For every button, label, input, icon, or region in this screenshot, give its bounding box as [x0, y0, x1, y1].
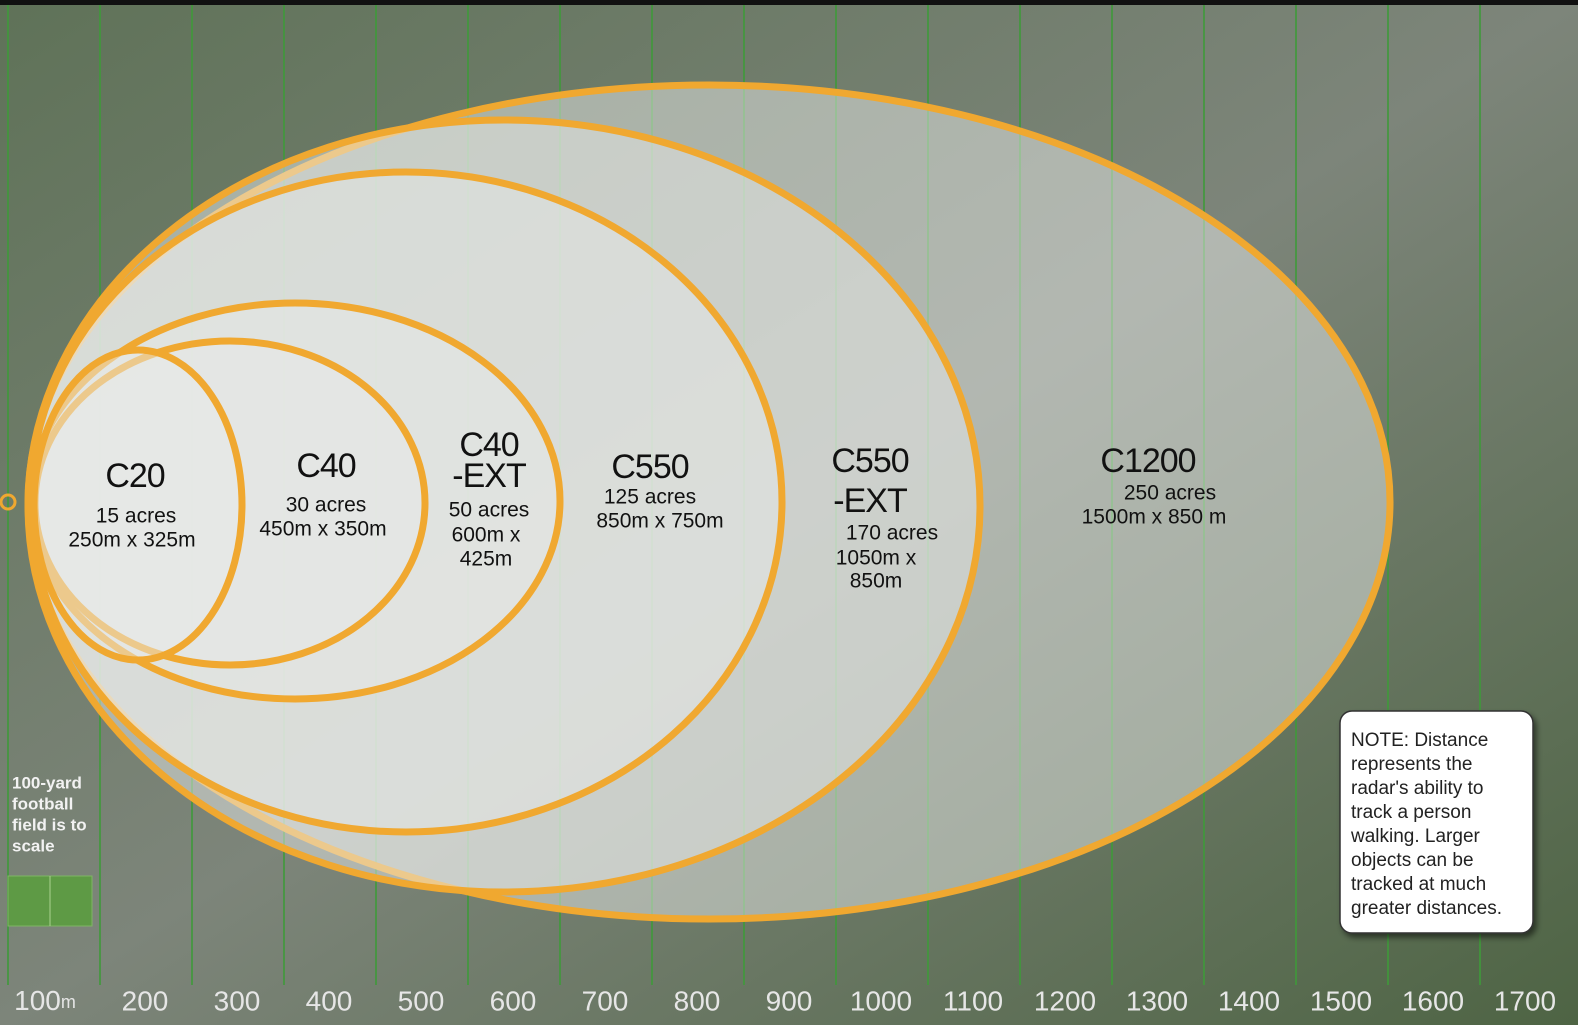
radar-name: C40	[459, 426, 518, 464]
scale-label: 1100	[943, 985, 1003, 1016]
note-line: objects can be	[1351, 850, 1474, 871]
scale-label: 1300	[1126, 985, 1188, 1016]
scale-label: 200	[122, 985, 169, 1016]
note-text: NOTE: Distance represents the radar's abil…	[1350, 730, 1502, 919]
scale-label: 300	[214, 985, 261, 1016]
radar-detail: 30 acres	[286, 494, 367, 517]
scale-label: 1500	[1310, 985, 1372, 1016]
radar-name: C20	[105, 457, 164, 495]
football-line: field is to	[12, 815, 87, 834]
radar-origin	[0, 493, 17, 511]
radar-name: C40	[296, 447, 355, 485]
football-line: scale	[12, 836, 55, 855]
radar-name: -EXT	[452, 457, 526, 495]
scale-number: 100	[14, 985, 61, 1016]
coverage-ellipse	[30, 346, 246, 664]
radar-detail: 1500m x 850 m	[1082, 506, 1227, 529]
scale-label: 1600	[1402, 985, 1464, 1016]
scale-label: 700	[582, 985, 629, 1016]
note-line: track a person	[1351, 802, 1471, 823]
note-box	[1339, 710, 1534, 934]
radar-name: C1200	[1100, 442, 1195, 480]
radar-name: C550	[831, 442, 908, 480]
top-bar	[0, 0, 1578, 5]
football-line: 100-yard	[12, 773, 82, 792]
radar-detail: 15 acres	[96, 505, 177, 528]
radar-detail: 850m x 750m	[596, 510, 723, 533]
radar-detail: 125 acres	[604, 486, 696, 509]
radar-detail: 50 acres	[449, 499, 530, 522]
radar-detail: 250 acres	[1124, 482, 1216, 505]
scale-label: 1700	[1494, 985, 1556, 1016]
football-line: football	[12, 794, 73, 813]
scale-label: 800	[674, 985, 721, 1016]
scale-label: 1400	[1218, 985, 1280, 1016]
radar-detail: 425m	[460, 548, 513, 571]
note-line: greater distances.	[1351, 898, 1502, 919]
radar-name: C550	[611, 448, 688, 486]
distance-scale: 100m 200 300 400 500 600 700 800 900 1000 1100 120…	[14, 985, 1556, 1016]
radar-detail: 600m x	[452, 524, 521, 547]
note-line: represents the	[1351, 754, 1472, 775]
football-label: 100-yard football field is to scale	[12, 773, 87, 855]
radar-detail: 850m	[850, 570, 903, 593]
scale-label: 100m	[14, 985, 76, 1016]
note-line: tracked at much	[1351, 874, 1486, 895]
note-line: radar's ability to	[1351, 778, 1483, 799]
scale-label: 1000	[850, 985, 912, 1016]
radar-detail: 170 acres	[846, 522, 938, 545]
radar-detail: 450m x 350m	[259, 518, 386, 541]
note-line: NOTE: Distance	[1351, 730, 1488, 751]
scale-label: 600	[490, 985, 537, 1016]
radar-detail: 1050m x	[836, 547, 917, 570]
note-line: walking. Larger	[1350, 826, 1481, 847]
coverage-areas	[24, 81, 1394, 923]
scale-label: 1200	[1034, 985, 1096, 1016]
radar-name: -EXT	[833, 482, 907, 520]
scale-unit: m	[61, 992, 76, 1012]
radar-detail: 250m x 325m	[68, 529, 195, 552]
scale-label: 400	[306, 985, 353, 1016]
scale-label: 900	[766, 985, 813, 1016]
scale-label: 500	[398, 985, 445, 1016]
